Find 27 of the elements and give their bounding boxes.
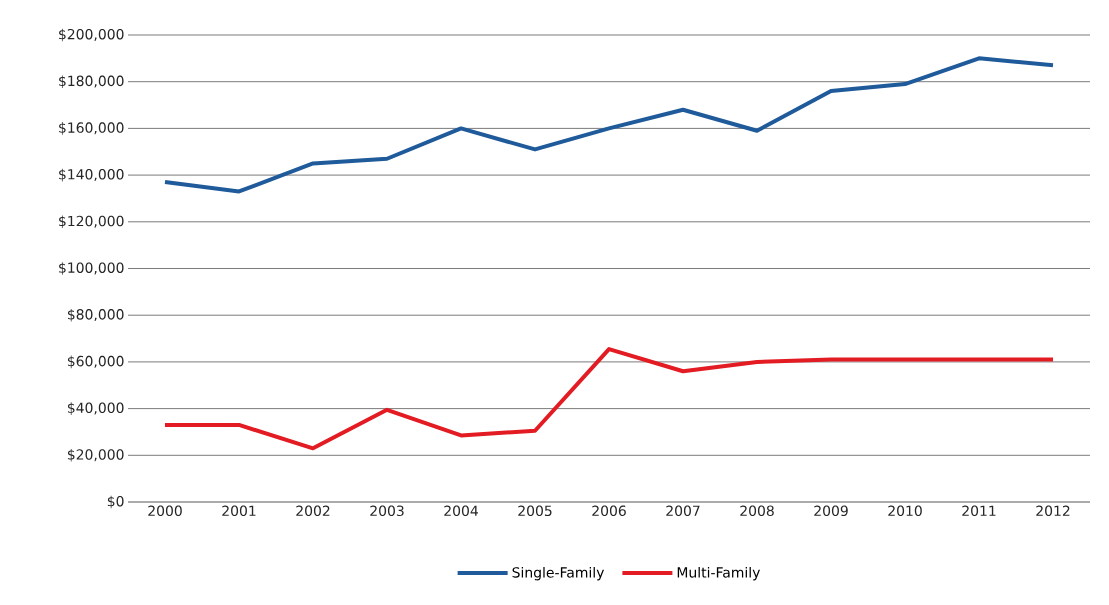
x-tick-label: 2003 — [370, 505, 404, 517]
x-tick-label: 2006 — [592, 505, 626, 517]
legend-label: Multi-Family — [677, 566, 760, 581]
x-tick-label: 2000 — [148, 505, 182, 517]
y-tick-label: $40,000 — [67, 402, 124, 415]
x-tick-label: 2005 — [518, 505, 552, 517]
x-tick-label: 2004 — [444, 505, 478, 517]
y-tick-label: $20,000 — [67, 448, 124, 462]
y-tick-label: $160,000 — [59, 122, 124, 135]
x-tick-label: 2007 — [666, 505, 700, 517]
line-series — [163, 56, 1056, 194]
y-tick-label: $140,000 — [59, 168, 124, 182]
y-tick-label: $80,000 — [67, 308, 124, 322]
x-tick-label: 2011 — [962, 505, 996, 517]
x-tick-label: 2002 — [296, 505, 330, 517]
x-tick-label: 2010 — [888, 505, 922, 517]
x-tick-label: 2012 — [1036, 505, 1070, 517]
y-tick-label: $60,000 — [67, 355, 124, 369]
y-tick-label: $0 — [107, 495, 124, 509]
y-tick-label: $200,000 — [59, 28, 124, 42]
x-tick-label: 2001 — [222, 505, 256, 517]
x-tick-label: 2008 — [740, 505, 774, 517]
y-tick-label: $120,000 — [59, 215, 124, 229]
y-tick-label: $180,000 — [59, 75, 124, 89]
y-tick-label: $100,000 — [59, 262, 124, 275]
x-tick-label: 2009 — [814, 505, 848, 517]
legend-label: Single-Family — [512, 566, 605, 581]
